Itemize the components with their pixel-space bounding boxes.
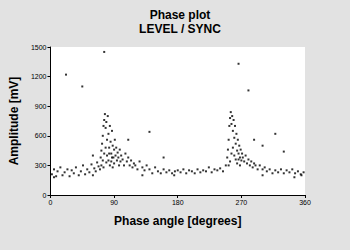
svg-text:Phase plot: Phase plot — [150, 8, 211, 22]
svg-text:1200: 1200 — [31, 73, 47, 80]
svg-text:Phase angle [degrees]: Phase angle [degrees] — [114, 214, 241, 228]
svg-text:0: 0 — [43, 192, 47, 199]
svg-text:300: 300 — [35, 162, 47, 169]
svg-text:0: 0 — [49, 199, 53, 206]
svg-text:600: 600 — [35, 132, 47, 139]
svg-text:180: 180 — [172, 199, 184, 206]
svg-text:270: 270 — [236, 199, 248, 206]
svg-text:Amplitude [mV]: Amplitude [mV] — [7, 77, 21, 166]
svg-text:1500: 1500 — [31, 44, 47, 51]
svg-text:LEVEL / SYNC: LEVEL / SYNC — [139, 22, 221, 36]
svg-text:90: 90 — [110, 199, 118, 206]
svg-text:900: 900 — [35, 103, 47, 110]
svg-text:360: 360 — [299, 199, 311, 206]
